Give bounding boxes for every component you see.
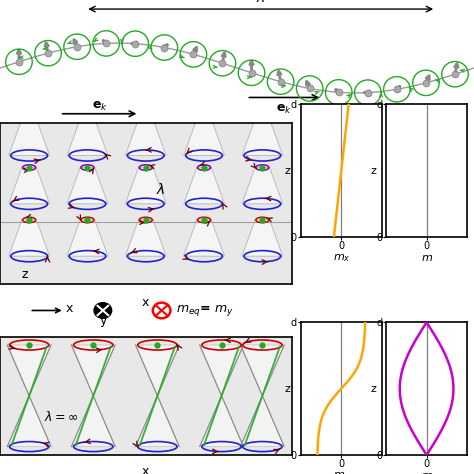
Polygon shape: [72, 396, 115, 447]
Y-axis label: z: z: [370, 165, 376, 176]
Text: x: x: [65, 302, 73, 315]
Polygon shape: [72, 345, 115, 396]
Polygon shape: [7, 396, 51, 447]
Polygon shape: [240, 345, 284, 396]
Polygon shape: [136, 345, 179, 396]
Polygon shape: [9, 119, 50, 155]
Text: $\lambda$: $\lambda$: [256, 0, 265, 5]
Polygon shape: [183, 220, 225, 256]
Polygon shape: [242, 220, 283, 256]
X-axis label: $m_x$: $m_x$: [333, 471, 350, 474]
Circle shape: [94, 303, 112, 319]
Polygon shape: [9, 168, 50, 204]
Polygon shape: [67, 119, 108, 155]
Circle shape: [153, 303, 171, 319]
Polygon shape: [200, 345, 244, 396]
Polygon shape: [125, 220, 166, 256]
Polygon shape: [67, 168, 108, 204]
Text: $\mathbf{e}_k$: $\mathbf{e}_k$: [91, 100, 108, 113]
X-axis label: $m$: $m$: [420, 471, 433, 474]
Polygon shape: [125, 168, 166, 204]
Polygon shape: [242, 119, 283, 155]
Polygon shape: [9, 220, 50, 256]
Text: y: y: [99, 313, 107, 327]
Polygon shape: [200, 396, 244, 447]
Polygon shape: [7, 345, 51, 396]
Text: z: z: [22, 268, 28, 281]
Text: x: x: [142, 297, 149, 310]
Polygon shape: [240, 396, 284, 447]
X-axis label: $m_x$: $m_x$: [333, 253, 350, 264]
Polygon shape: [183, 168, 225, 204]
Polygon shape: [183, 119, 225, 155]
Polygon shape: [67, 220, 108, 256]
Y-axis label: z: z: [285, 383, 291, 394]
Text: $\mathit{m}_{eq}$= $\mathit{m}_y$: $\mathit{m}_{eq}$= $\mathit{m}_y$: [176, 303, 234, 318]
Polygon shape: [125, 119, 166, 155]
Y-axis label: z: z: [370, 383, 376, 394]
Polygon shape: [136, 396, 179, 447]
Text: x: x: [142, 465, 149, 474]
Y-axis label: z: z: [285, 165, 291, 176]
Text: $\mathbf{e}_k$: $\mathbf{e}_k$: [276, 103, 292, 117]
Text: $\lambda$: $\lambda$: [155, 182, 165, 197]
Text: $\lambda = \infty$: $\lambda = \infty$: [44, 410, 78, 424]
X-axis label: $m$: $m$: [420, 253, 433, 263]
Polygon shape: [242, 168, 283, 204]
